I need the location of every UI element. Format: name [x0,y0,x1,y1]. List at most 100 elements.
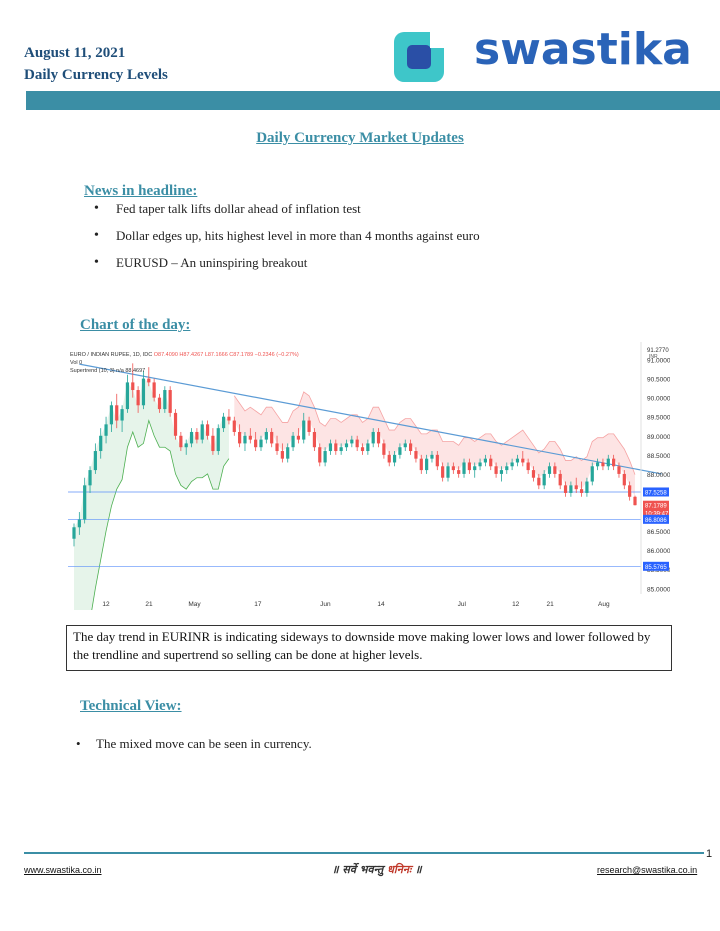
website-link[interactable]: www.swastika.co.in [24,865,102,875]
candle [612,454,616,471]
candle [243,431,247,452]
supertrend-down-line [233,391,636,475]
candle-body [264,431,268,440]
candle-body [478,462,482,467]
candle-body [398,447,402,455]
candle-body [259,439,263,448]
candle-body [366,443,370,452]
candle [157,393,162,413]
candle-body [387,454,391,463]
candle-body [462,462,466,474]
candle [355,435,359,452]
candle-body [457,470,461,474]
candle-body [430,454,434,459]
candle-body [628,485,632,497]
price-tag: 85.5765 [643,561,669,571]
candle-body [318,447,322,463]
logo-text: swastika [474,24,692,75]
candle [408,439,413,455]
candle [200,420,204,444]
news-item: Fed taper talk lifts dollar ahead of inf… [80,200,480,227]
supertrend-up-line [91,419,230,610]
candle-body [510,462,514,467]
candle-body [569,485,573,493]
candle-body [221,416,226,429]
price-tag-bg [643,561,669,571]
candle-body [547,466,552,474]
candle [88,466,92,493]
candle [505,462,509,474]
candle [115,393,119,429]
candle [350,435,354,448]
candle [221,412,226,432]
candle [77,512,81,535]
candle [360,443,365,455]
candle [462,458,466,478]
candle-body [403,443,407,448]
candle [569,481,573,497]
candle-body [152,382,156,398]
candle [259,435,263,452]
candle [553,462,557,478]
chart-title: EURO / INDIAN RUPEE, 1D, IDC O87.4090 H8… [70,352,299,358]
candle-body [558,473,562,486]
candle-body [120,409,124,421]
candle-body [312,431,317,448]
y-tick-label: 89.0000 [647,434,670,441]
y-top-label: 91.2770 [647,348,669,354]
candle-body [473,466,477,471]
footer-motto: ॥ सर्वे भवन्तु धनिनः ॥ [332,863,422,876]
candle [515,454,520,467]
email-link[interactable]: research@swastika.co.in [597,865,698,875]
page-number: 1 [706,848,713,860]
candle [473,462,477,478]
candle [280,443,284,463]
candle-body [505,466,509,471]
candle-body [451,466,455,471]
candle-body [633,496,637,506]
candle [275,435,279,455]
candle [579,481,584,497]
candle [109,401,114,432]
candle [387,451,391,467]
candle [398,443,402,459]
candle-body [163,390,167,410]
chart-heading: Chart of the day: [80,317,191,333]
candle [419,454,423,474]
candle-body [606,458,610,467]
candle [510,458,514,471]
candle-body [195,431,199,440]
candle-body [77,519,81,528]
candle [494,462,498,478]
candle [189,428,194,448]
candle-body [72,527,76,539]
candle-body [275,443,279,452]
candle-body [125,382,130,410]
candle [547,462,552,478]
candle-body [184,443,188,448]
candle [168,386,172,417]
y-tick-label: 88.5000 [647,453,670,460]
candle [617,462,621,478]
candle-body [344,443,349,448]
candle [318,443,322,467]
candle [435,451,439,471]
candle-body [115,405,119,421]
trendline [79,363,662,475]
candle-body [286,447,290,459]
candle-body [270,431,274,444]
logo-mark-icon [394,30,446,82]
candle [563,481,568,497]
candle-body [531,470,536,478]
candle [344,439,349,452]
candle-body [136,390,140,406]
candle-body [211,435,215,452]
x-tick-label: 21 [546,601,554,608]
price-tag-text: 85.5765 [645,565,667,571]
candle-body [542,473,546,486]
candle-body [382,443,386,455]
x-tick-label: 12 [102,601,110,608]
candle [451,462,455,474]
candle [296,428,301,444]
candle-body [104,424,108,436]
